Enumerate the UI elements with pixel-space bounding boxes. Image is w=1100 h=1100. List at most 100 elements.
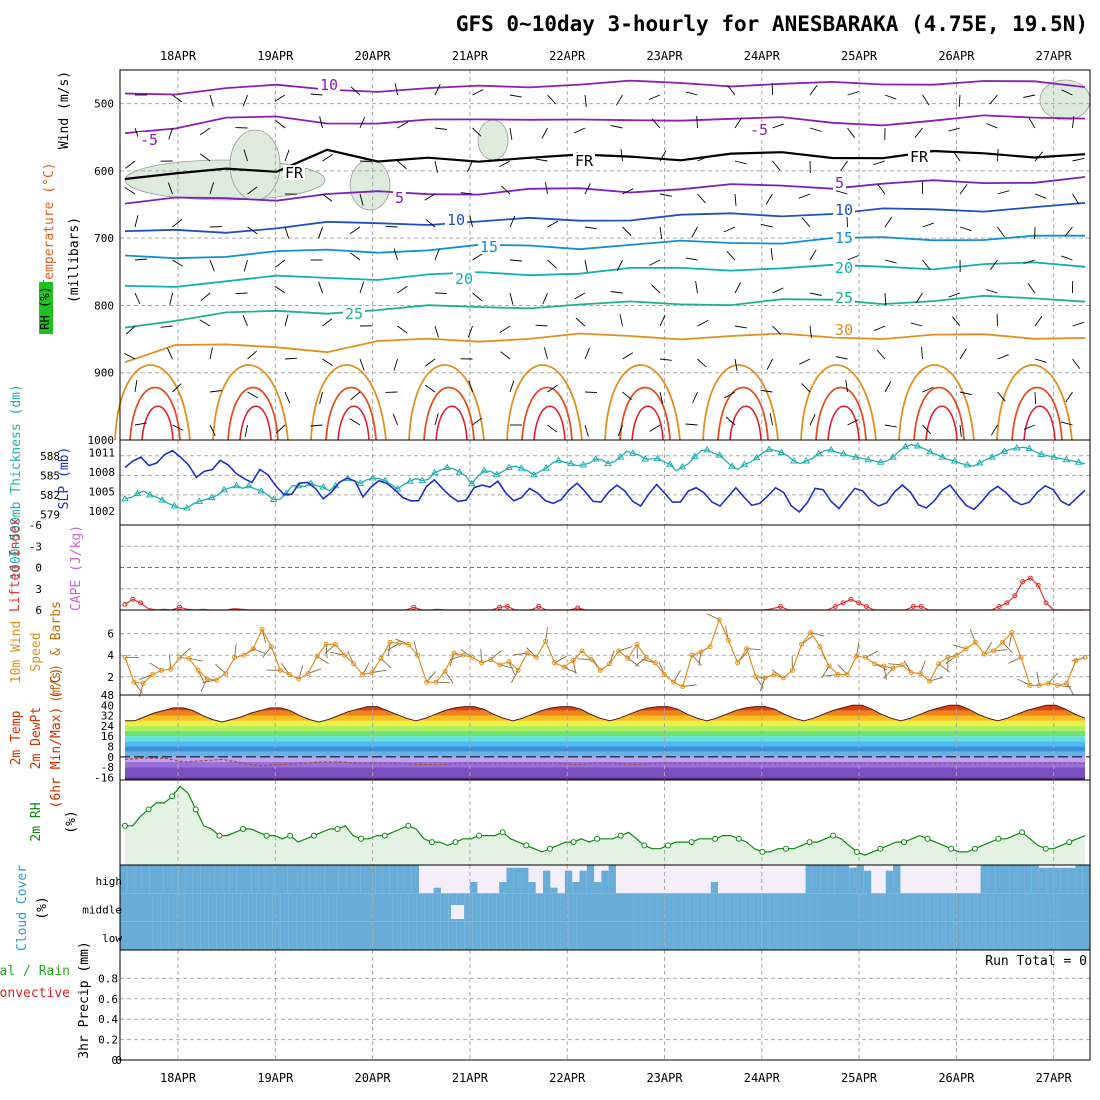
thickness-point (1062, 455, 1071, 463)
cloud-fill-cell (777, 921, 786, 950)
wind-barb (349, 226, 361, 235)
cloud-fill-cell (232, 893, 241, 922)
wind10-point (287, 672, 293, 678)
contour-label-bg (393, 190, 406, 205)
lifted-index-line (124, 577, 1085, 611)
cloud-empty-cell (645, 865, 653, 894)
rh2m-point (452, 839, 459, 846)
thickness-point (951, 457, 959, 464)
wind-barb (209, 94, 214, 107)
isotherm-40-loop (631, 405, 664, 441)
wind10-point (917, 671, 923, 677)
wind-barb (723, 226, 736, 233)
wind-barb (659, 226, 663, 239)
thickness-point (926, 447, 935, 455)
cloud-fill-cell (601, 893, 610, 922)
thickness-point (195, 497, 204, 504)
wind10-point (771, 672, 777, 678)
wind-barb (209, 182, 214, 195)
precip-tick: 0.2 (98, 1034, 118, 1047)
wind-barb (392, 413, 398, 426)
wind10-tick: 2 (107, 671, 114, 684)
cloud-empty-cell (470, 865, 478, 894)
wind10-point (799, 641, 805, 647)
cloud-fill-cell (657, 921, 666, 950)
rh2m-point (783, 845, 789, 852)
wind10-speed-line (124, 617, 1086, 688)
cloud-fill-cell (440, 921, 450, 950)
cloud-fill-cell (817, 893, 826, 922)
wind10-point (863, 654, 869, 660)
wind-barb (651, 284, 661, 294)
rh2m-pct-label: (%) (64, 810, 79, 833)
cloud-empty-cell (718, 865, 726, 894)
cloud-empty-cell (535, 865, 544, 894)
wind10-point (1055, 682, 1061, 688)
thickness-point (1037, 450, 1046, 457)
lifted-index-point (918, 604, 924, 609)
cloud-fill-cell (296, 921, 305, 950)
cloud-fill-cell (156, 865, 165, 894)
wind10-point (360, 672, 366, 678)
wind-barb (541, 127, 548, 139)
cloud-fill-cell (336, 921, 345, 950)
cloud-fill-cell (969, 893, 979, 922)
wind10-point (725, 637, 731, 643)
wind-barb (884, 216, 893, 228)
wind-barb (284, 391, 291, 404)
cloud-fill-cell (921, 893, 931, 922)
wind10-point (616, 648, 622, 654)
cloud-fill-cell (178, 865, 186, 894)
wind-barb (760, 223, 773, 228)
cloud-fill-cell (176, 893, 185, 922)
wind-barb (959, 348, 967, 360)
lifted-index-point (497, 604, 503, 610)
cloud-fill-cell (985, 921, 995, 950)
wind-barb (697, 193, 706, 204)
temp2m-axis-label: 2m Temp (9, 710, 24, 765)
cloud-empty-cell (783, 865, 792, 894)
wind-barb (734, 117, 742, 129)
isotherm-30-loop (702, 364, 779, 441)
cloud-fill-cell (560, 921, 570, 950)
wind10-point (1000, 639, 1006, 645)
wind-barb (509, 380, 515, 393)
thickness-point (430, 468, 439, 476)
chart-title: GFS 0~10day 3-hourly for ANESBARAKA (4.7… (456, 12, 1088, 36)
cloud-fill-cell (793, 921, 802, 950)
wind-barb (659, 150, 667, 162)
cloud-fill-cell (1017, 921, 1027, 950)
cloud-fill-cell (408, 921, 417, 950)
cloud-fill-cell (697, 893, 706, 922)
wind10-point (552, 660, 558, 666)
rh2m-point (476, 832, 483, 839)
thickness-point (269, 495, 278, 502)
cloud-fill-cell (120, 865, 128, 894)
cloud-fill-cell (945, 921, 955, 950)
temp2m-tick: 24 (101, 720, 115, 733)
wind-barb (649, 259, 661, 266)
wind-barb (958, 94, 961, 108)
thickness-point (1074, 458, 1083, 465)
cloud-fill-cell (777, 893, 786, 922)
date-label-top: 20APR (355, 49, 392, 63)
wind-barb (997, 190, 1010, 195)
cloud-fill-cell (152, 893, 161, 922)
wind10-point (607, 661, 613, 667)
rh2m-point (381, 832, 388, 839)
wind-barb (922, 259, 931, 270)
wind-barb (948, 127, 961, 132)
cloud-fill-cell (809, 893, 818, 922)
cloud-fill-cell (594, 882, 602, 894)
slp-line (124, 449, 1086, 513)
wind-barb (160, 325, 173, 328)
wind-barb (997, 226, 1005, 238)
cloud-axis-label: Cloud Cover (15, 865, 30, 951)
rh2m-point (1019, 829, 1025, 836)
cloud-fill-cell (1038, 867, 1047, 894)
cloud-fill-cell (657, 893, 666, 922)
cloud-fill-cell (360, 921, 369, 950)
rh2m-point (523, 842, 530, 849)
cloud-fill-cell (889, 893, 898, 922)
cloud-fill-cell (1025, 893, 1035, 922)
